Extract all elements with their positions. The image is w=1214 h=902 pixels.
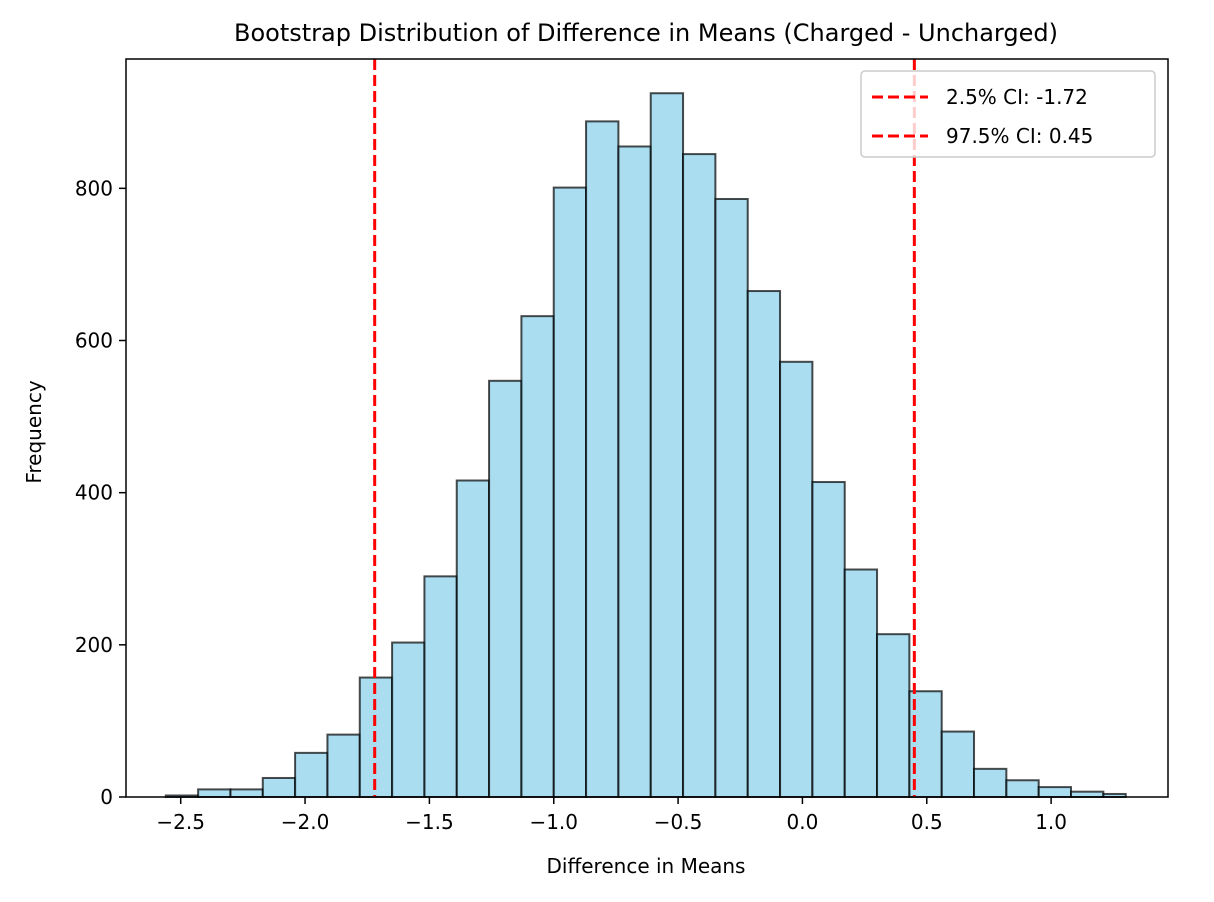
histogram-bar: [973, 767, 1008, 798]
legend-label: 2.5% CI: -1.72: [946, 85, 1088, 109]
histogram-bar: [552, 186, 588, 798]
histogram-bar: [423, 575, 458, 798]
histogram-bar: [391, 641, 426, 798]
x-tick-label: 0.5: [911, 810, 943, 834]
histogram-bar: [1005, 779, 1040, 799]
histogram-bar: [876, 633, 911, 798]
histogram-bar: [326, 733, 361, 798]
histogram-bars: [164, 92, 1127, 799]
legend-label: 97.5% CI: 0.45: [946, 124, 1093, 148]
x-tick-label: −0.5: [654, 810, 703, 834]
histogram-bar: [682, 153, 717, 799]
legend: 2.5% CI: -1.72 97.5% CI: 0.45: [860, 70, 1156, 158]
histogram-bar: [520, 315, 555, 798]
histogram-bar: [455, 479, 491, 798]
histogram-bar: [585, 120, 620, 798]
y-axis-ticks: 0 200 400 600 800: [75, 176, 126, 809]
histogram-bar: [1070, 790, 1105, 798]
x-tick-label: −2.5: [156, 810, 205, 834]
y-axis-label: Frequency: [22, 380, 46, 483]
histogram-bar: [488, 379, 523, 798]
histogram-bar: [714, 197, 749, 799]
x-tick-label: 0.0: [787, 810, 819, 834]
x-axis-label: Difference in Means: [547, 854, 746, 878]
chart-title: Bootstrap Distribution of Difference in …: [234, 19, 1058, 47]
y-tick-label: 0: [100, 785, 113, 809]
x-tick-label: −1.5: [405, 810, 454, 834]
plot-frame: [125, 58, 1169, 798]
histogram-bar: [229, 788, 264, 799]
x-axis-ticks: −2.5 −2.0 −1.5 −1.0 −0.5 0.0 0.5 1.0: [156, 797, 1067, 834]
legend-box: [860, 70, 1156, 158]
y-tick-label: 800: [75, 176, 113, 200]
histogram-bar: [261, 776, 297, 798]
histogram-bar: [294, 751, 329, 798]
histogram-bar: [843, 568, 879, 799]
x-tick-label: −2.0: [281, 810, 330, 834]
histogram-bar: [779, 360, 814, 798]
histogram-bar: [1037, 786, 1073, 798]
y-tick-label: 600: [75, 329, 113, 353]
histogram-bar: [617, 145, 652, 799]
y-tick-label: 400: [75, 481, 113, 505]
x-tick-label: −1.0: [529, 810, 578, 834]
x-tick-label: 1.0: [1035, 810, 1067, 834]
histogram-bar: [649, 92, 685, 799]
histogram-bar: [940, 730, 976, 799]
histogram-bar: [811, 481, 846, 798]
histogram-bar: [197, 788, 232, 799]
confidence-interval-lines: [373, 59, 916, 797]
histogram-bar: [746, 290, 782, 798]
y-tick-label: 200: [75, 633, 113, 657]
